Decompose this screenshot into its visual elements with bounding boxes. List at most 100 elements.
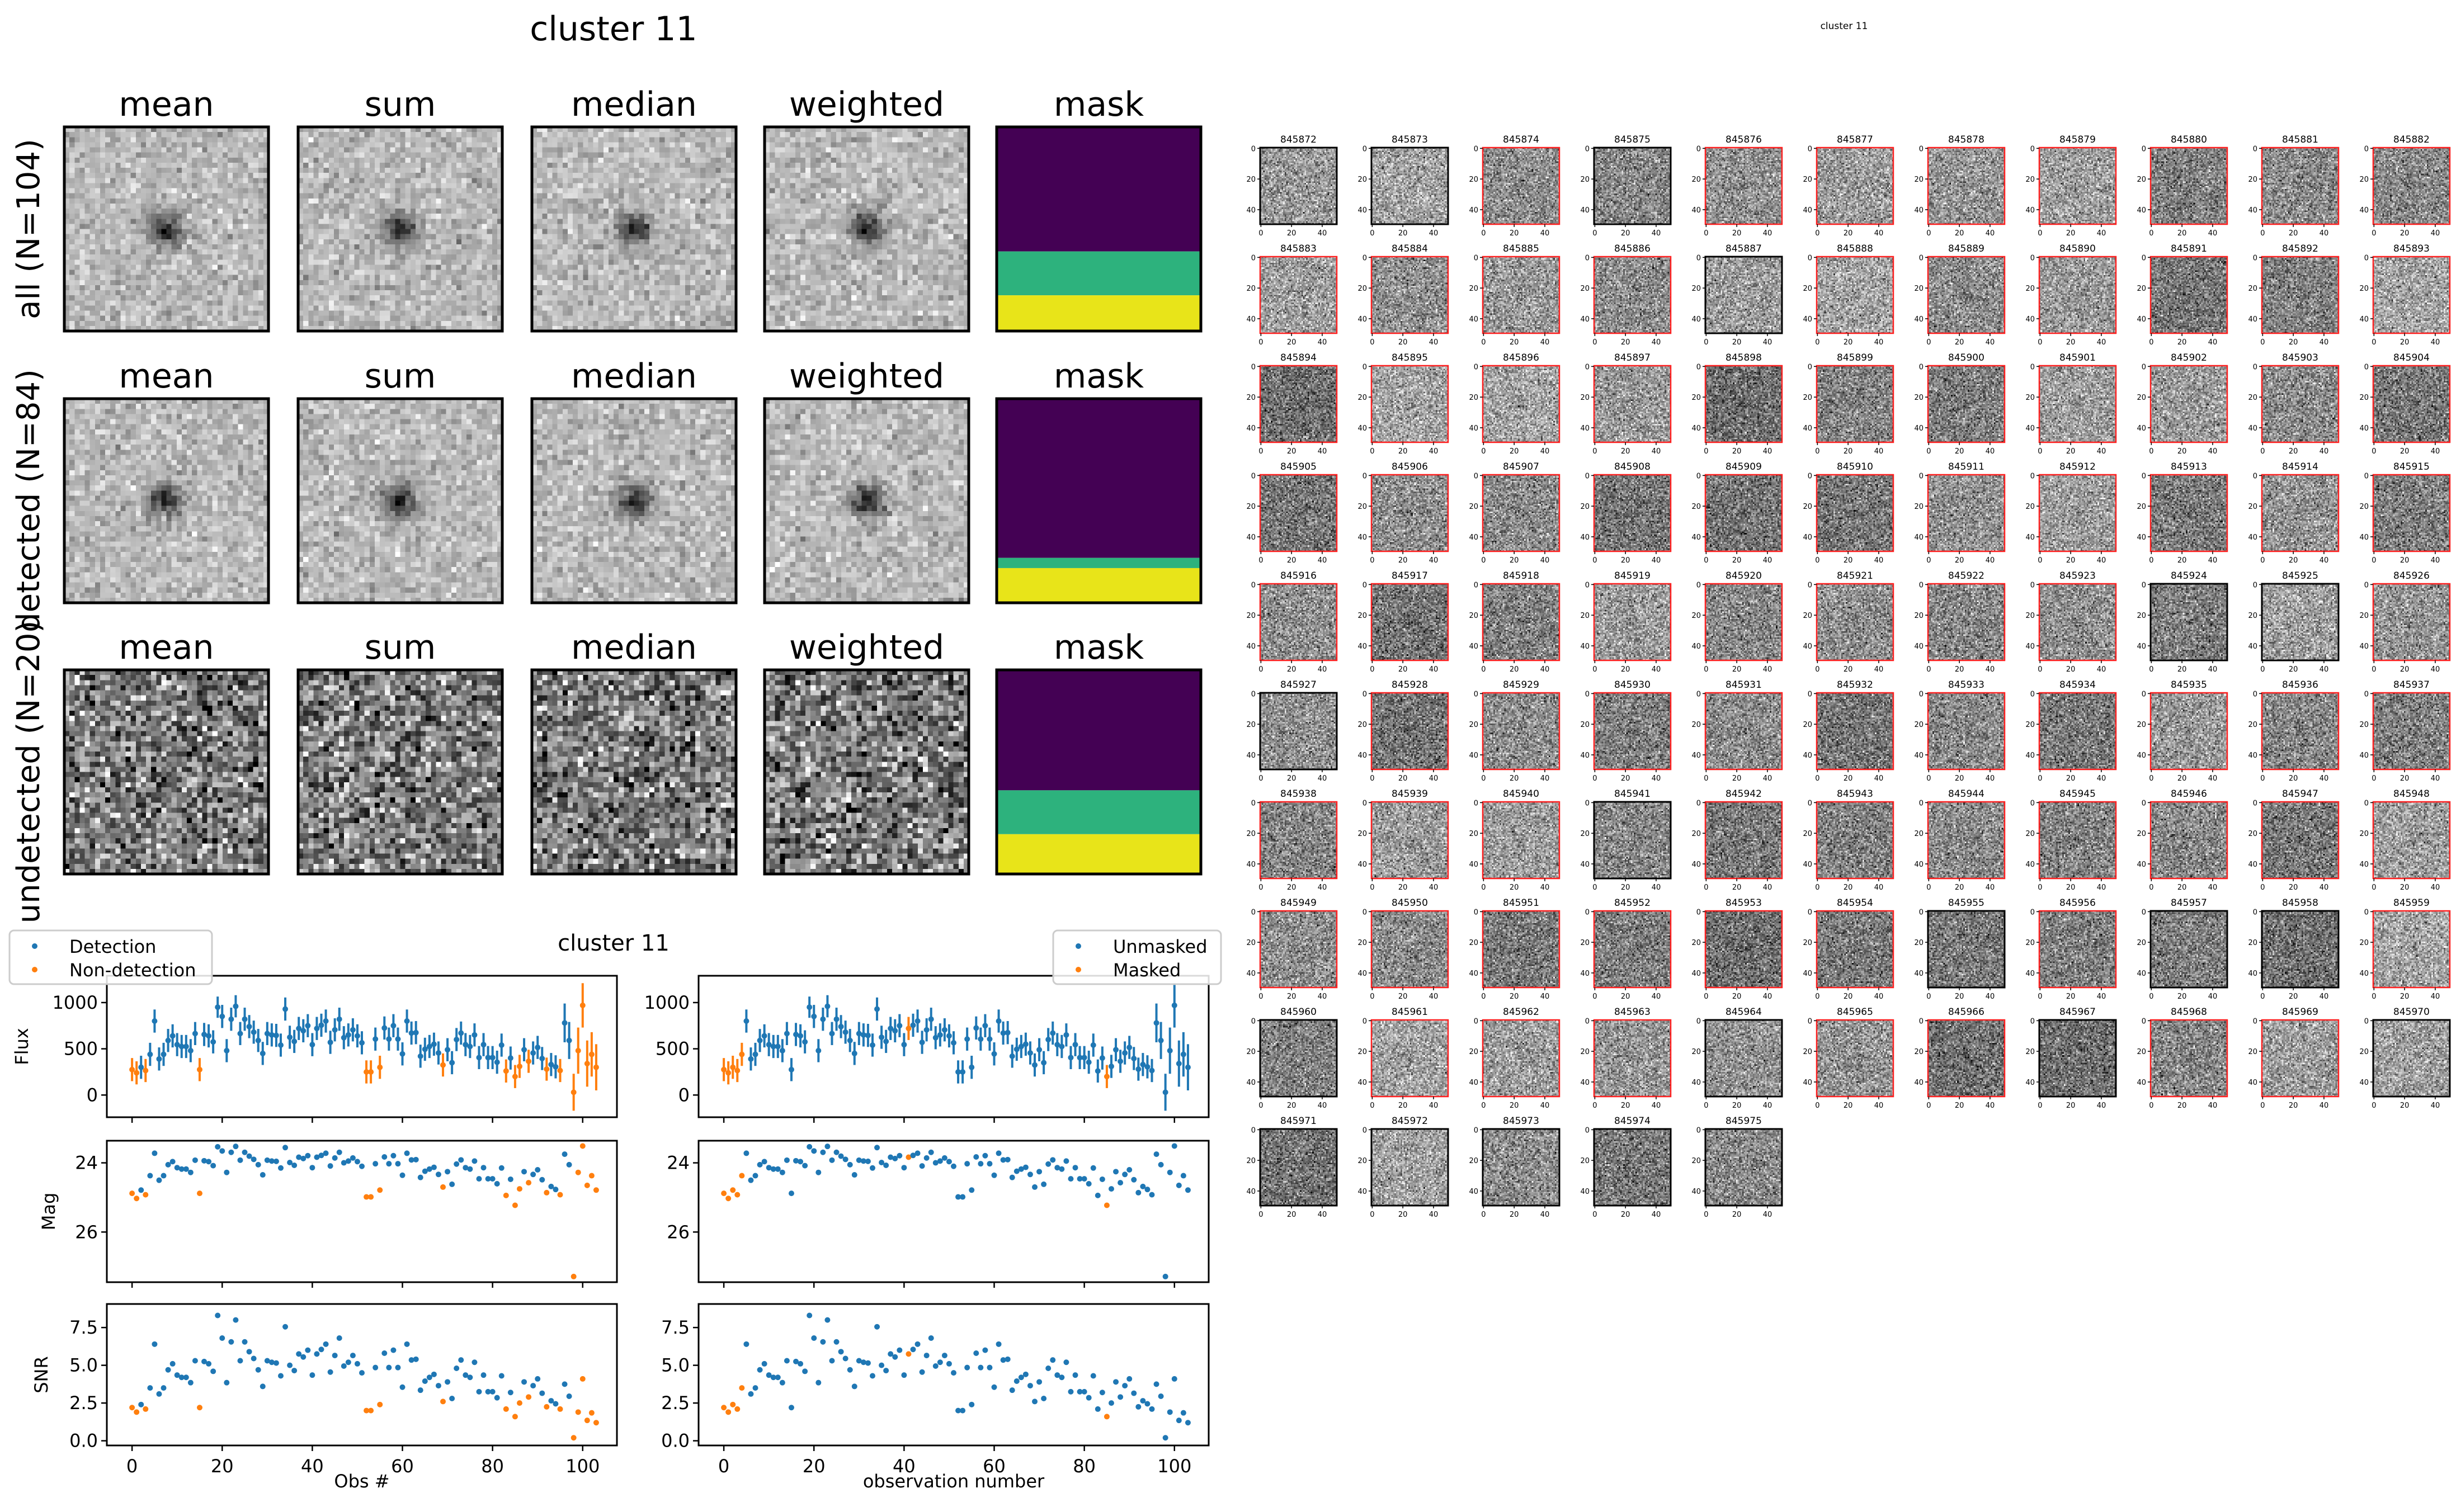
- data-point: [996, 1341, 1002, 1347]
- thumb-y-tick-label: 40: [2025, 861, 2035, 869]
- data-point: [571, 1273, 577, 1279]
- data-point: [820, 1339, 826, 1345]
- thumb-x-tick-label: 40: [1318, 1211, 1327, 1219]
- data-point: [345, 1158, 351, 1164]
- data-point: [512, 1074, 518, 1080]
- thumb-x-tick-label: 0: [2149, 1102, 2153, 1110]
- data-point: [161, 1051, 167, 1057]
- thumbnail-image-845893: [2373, 257, 2450, 333]
- thumbnail-border: [2149, 910, 2228, 989]
- stamp-image-mean-detected: [64, 399, 268, 603]
- thumbnail-label: 845942: [1725, 788, 1762, 800]
- thumb-x-tick-label: 40: [1874, 338, 1884, 347]
- thumb-y-tick-label: 40: [1691, 206, 1701, 215]
- y-tick-label: 500: [64, 1038, 98, 1060]
- data-point: [1108, 1064, 1114, 1070]
- thumbnail-image-845960: [1260, 1020, 1337, 1097]
- thumbnail-image-845942: [1705, 802, 1782, 878]
- thumbnail-label: 845872: [1280, 134, 1317, 145]
- thumb-x-tick-label: 0: [1258, 229, 1263, 238]
- stamp-frame: [63, 125, 270, 333]
- thumb-y-tick-label: 0: [2364, 1017, 2369, 1026]
- thumb-y-tick-label: 20: [1803, 939, 1812, 947]
- data-point: [435, 1383, 441, 1389]
- thumbnail-label: 845904: [2393, 352, 2430, 363]
- thumbnail-label: 845929: [1503, 679, 1539, 691]
- thumb-x-tick-label: 40: [2319, 883, 2329, 892]
- thumb-y-tick-label: 20: [2137, 394, 2146, 402]
- thumb-y-tick-label: 40: [1469, 1188, 1478, 1196]
- column-title-mean: mean: [119, 85, 214, 124]
- data-point: [955, 1069, 961, 1075]
- thumb-x-tick-label: 0: [2149, 556, 2153, 565]
- thumb-y-tick-label: 40: [1914, 1079, 1923, 1087]
- data-point: [784, 1031, 790, 1037]
- thumb-x-tick-label: 20: [1844, 774, 1853, 783]
- thumb-x-tick-label: 40: [1540, 883, 1550, 892]
- thumb-x-tick-label: 0: [2038, 883, 2042, 892]
- thumb-y-tick-label: 0: [1585, 472, 1590, 480]
- data-point: [937, 1032, 943, 1038]
- thumb-y-tick-label: 0: [1808, 690, 1812, 698]
- thumb-y-tick-label: 20: [2248, 830, 2257, 838]
- thumbnail-border: [1816, 147, 1894, 225]
- thumb-x-tick-label: 0: [1481, 883, 1486, 892]
- data-point: [417, 1387, 423, 1393]
- thumb-y-tick-label: 0: [1585, 690, 1590, 698]
- thumbnail-border: [1370, 801, 1449, 880]
- thumb-x-tick-label: 40: [1986, 993, 1995, 1001]
- thumbnail-image-845874: [1483, 148, 1559, 224]
- thumb-x-tick-label: 20: [1398, 556, 1408, 565]
- data-point: [557, 1406, 563, 1412]
- thumbnail-label: 845957: [2171, 897, 2207, 909]
- thumbnail-image-845907: [1483, 475, 1559, 551]
- thumb-y-tick-label: 0: [1808, 908, 1812, 916]
- legend-box: [1052, 929, 1222, 985]
- data-point: [1158, 1161, 1164, 1168]
- thumb-y-tick-label: 0: [1251, 908, 1256, 916]
- thumb-x-tick-label: 0: [1704, 338, 1708, 347]
- thumbnail-image-845930: [1594, 693, 1671, 769]
- data-point: [892, 1155, 898, 1161]
- data-point: [246, 1023, 252, 1029]
- thumb-x-tick-label: 0: [1592, 1102, 1597, 1110]
- thumbnail-label: 845887: [1725, 243, 1762, 254]
- stamp-image-sum-detected: [298, 399, 502, 603]
- thumbnail-label: 845899: [1837, 352, 1873, 363]
- thumb-y-tick-label: 40: [2248, 206, 2257, 215]
- thumb-y-tick-label: 20: [2137, 939, 2146, 947]
- thumb-x-tick-label: 0: [1481, 1211, 1486, 1219]
- data-point: [485, 1176, 491, 1182]
- data-point: [300, 1028, 307, 1034]
- thumbnail-label: 845924: [2171, 570, 2207, 582]
- thumb-y-tick-label: 20: [2359, 612, 2369, 620]
- thumbnail-image-845954: [1817, 911, 1893, 987]
- data-point: [426, 1043, 432, 1050]
- thumb-x-tick-label: 0: [2260, 774, 2265, 783]
- data-point: [725, 1409, 732, 1415]
- thumb-y-tick-label: 20: [2248, 939, 2257, 947]
- data-point: [147, 1173, 153, 1179]
- thumb-x-tick-label: 40: [1429, 447, 1439, 456]
- thumb-y-tick-label: 40: [2137, 424, 2146, 433]
- data-point: [897, 1152, 903, 1159]
- data-point: [1045, 1161, 1052, 1167]
- panel-mag-right: [693, 1140, 1210, 1288]
- thumbnail-image-845966: [1928, 1020, 2005, 1097]
- data-point: [1059, 1043, 1065, 1050]
- data-point: [752, 1385, 758, 1391]
- thumb-x-tick-label: 0: [1704, 1211, 1708, 1219]
- data-point: [309, 1042, 315, 1048]
- thumb-x-tick-label: 40: [2097, 338, 2106, 347]
- data-point: [1113, 1379, 1119, 1385]
- thumb-x-tick-label: 20: [2289, 556, 2298, 565]
- data-point: [237, 1358, 243, 1364]
- thumb-y-tick-label: 20: [2025, 1048, 2035, 1056]
- data-point: [300, 1354, 307, 1360]
- data-point: [879, 1159, 885, 1165]
- data-point: [1180, 1051, 1186, 1057]
- thumb-y-tick-label: 20: [1246, 176, 1256, 184]
